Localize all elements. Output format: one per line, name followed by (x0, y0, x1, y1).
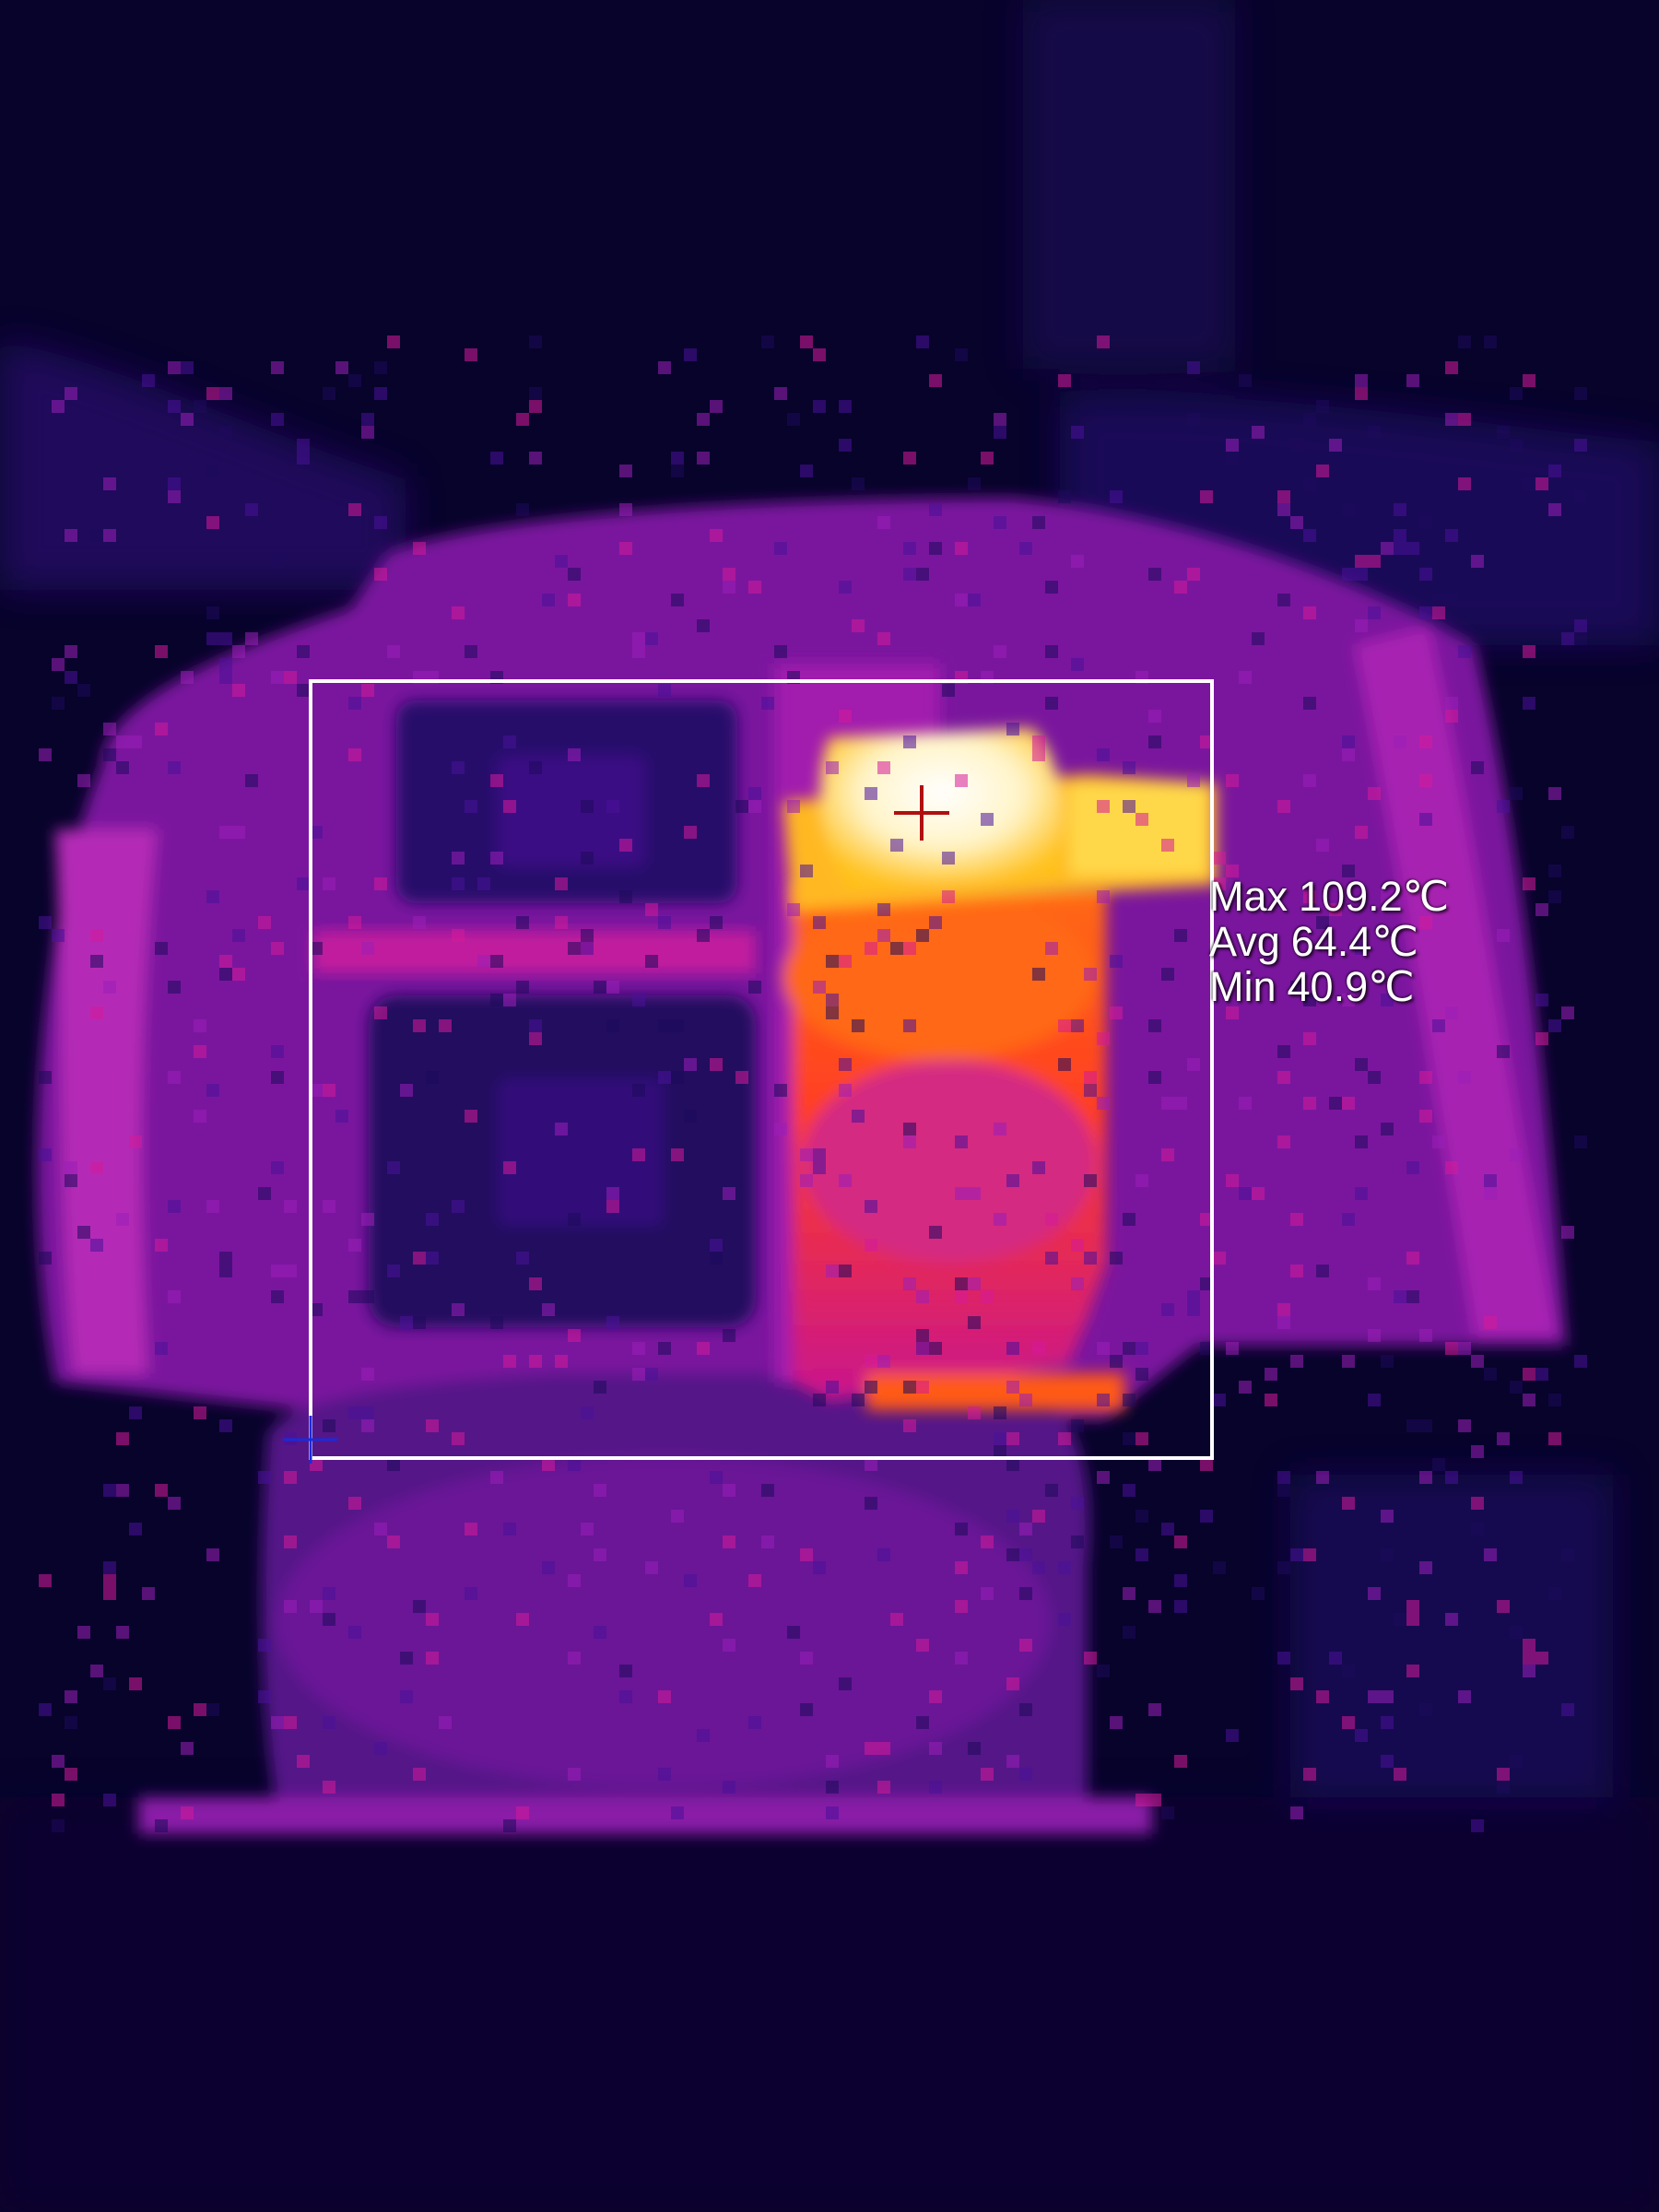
avg-temp-row: Avg 64.4℃ (1209, 919, 1449, 964)
roi-temperature-readout: Max 109.2℃ Avg 64.4℃ Min 40.9℃ (1209, 874, 1449, 1009)
noise-speckles (39, 335, 1587, 1832)
min-temp-row: Min 40.9℃ (1209, 964, 1449, 1009)
hotspot-crosshair-icon (894, 785, 949, 841)
avg-temp-value: 64.4℃ (1290, 918, 1418, 965)
cool-blocks (369, 700, 756, 1327)
min-temp-value: 40.9℃ (1287, 963, 1415, 1010)
max-temp-row: Max 109.2℃ (1209, 874, 1449, 919)
max-temp-label: Max (1209, 873, 1288, 920)
roi-frame (309, 679, 1214, 1460)
warm-bar (313, 931, 756, 973)
max-temp-value: 109.2℃ (1299, 873, 1450, 920)
min-temp-label: Min (1209, 963, 1277, 1010)
avg-temp-label: Avg (1209, 918, 1280, 965)
coldspot-crosshair-icon (284, 1416, 337, 1464)
